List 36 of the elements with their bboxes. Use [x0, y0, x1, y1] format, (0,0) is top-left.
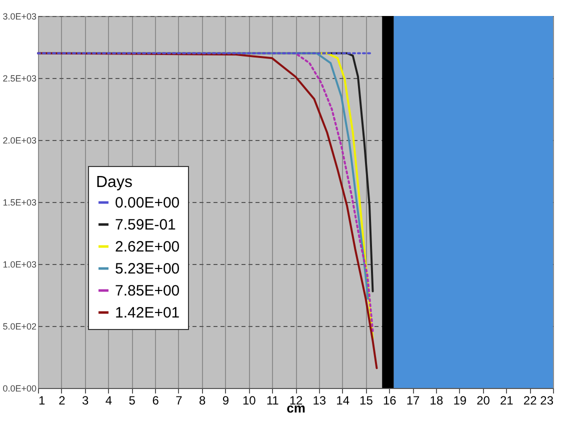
x-tick-label: 4 — [105, 394, 112, 408]
x-tick-label: 5 — [128, 394, 136, 408]
x-tick-label: 10 — [242, 394, 256, 408]
legend-label: 2.62E+00 — [115, 238, 180, 256]
y-tick-label: 1.0E+03 — [2, 260, 36, 270]
x-tick-label: 22 — [523, 394, 538, 408]
legend-title: Days — [96, 174, 132, 191]
x-tick-label: 2 — [58, 394, 66, 408]
y-tick-label: 3.0E+03 — [2, 12, 36, 22]
y-tick-label: 5.0E+02 — [2, 322, 36, 332]
x-tick-label: 13 — [312, 394, 326, 408]
x-tick-label: 15 — [360, 394, 374, 408]
x-tick-label: 6 — [152, 394, 160, 408]
x-tick-label: 8 — [199, 394, 206, 408]
x-tick-label: 1 — [38, 394, 46, 408]
x-tick-label: 14 — [336, 394, 350, 408]
x-tick-label: 19 — [453, 394, 467, 408]
x-tick-label: 23 — [540, 394, 554, 408]
y-tick-label: 1.5E+03 — [2, 198, 36, 208]
x-tick-label: 9 — [222, 394, 230, 408]
legend-label: 1.42E+01 — [115, 304, 180, 322]
legend-label: 7.59E-01 — [115, 216, 176, 234]
y-tick-label: 0.0E+00 — [2, 384, 36, 394]
legend-label: 5.23E+00 — [115, 260, 180, 278]
x-tick-label: 3 — [82, 394, 89, 408]
x-tick-label: 20 — [476, 394, 490, 408]
legend-label: 0.00E+00 — [115, 194, 180, 212]
y-tick-label: 2.5E+03 — [2, 74, 36, 84]
legend-label: 7.85E+00 — [115, 282, 180, 300]
x-tick-label: 7 — [176, 394, 183, 408]
x-tick-label: 17 — [406, 394, 420, 408]
y-tick-label: 2.0E+03 — [2, 136, 36, 146]
x-tick-label: 11 — [266, 394, 280, 408]
x-tick-label: 16 — [382, 394, 397, 408]
x-tick-label: 21 — [500, 394, 514, 408]
x-tick-label: 18 — [430, 394, 444, 408]
